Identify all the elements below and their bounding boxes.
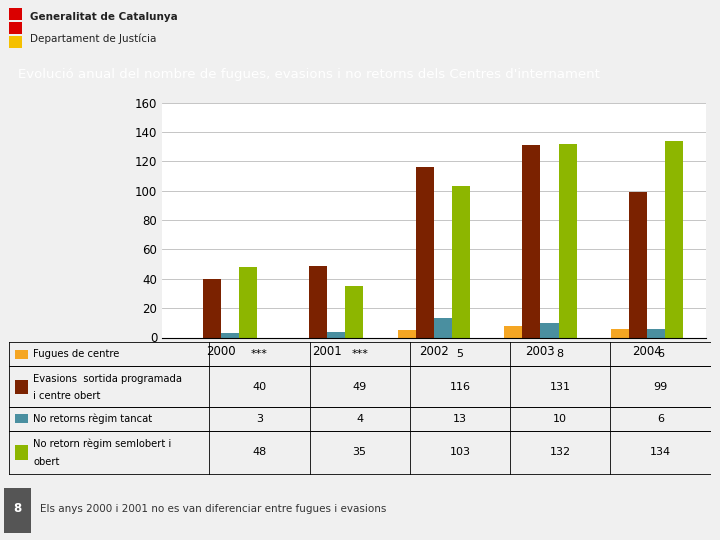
Bar bbox=[629, 192, 647, 338]
Bar bbox=[415, 167, 434, 338]
Bar bbox=[9, 36, 22, 48]
Bar bbox=[15, 350, 27, 359]
Text: 49: 49 bbox=[353, 382, 366, 392]
Bar bbox=[541, 323, 559, 338]
Text: Departament de Justícia: Departament de Justícia bbox=[30, 33, 157, 44]
Text: 6: 6 bbox=[657, 349, 664, 360]
Text: 48: 48 bbox=[252, 447, 266, 457]
Bar bbox=[220, 333, 239, 338]
Text: ***: *** bbox=[251, 349, 268, 360]
Text: 131: 131 bbox=[549, 382, 571, 392]
Text: Els anys 2000 i 2001 no es van diferenciar entre fugues i evasions: Els anys 2000 i 2001 no es van diferenci… bbox=[40, 504, 386, 514]
Bar bbox=[665, 141, 683, 338]
Text: 8: 8 bbox=[13, 502, 22, 516]
Bar bbox=[15, 444, 27, 460]
Text: 8: 8 bbox=[557, 349, 564, 360]
Text: 103: 103 bbox=[449, 447, 470, 457]
Bar bbox=[522, 145, 541, 338]
Text: obert: obert bbox=[33, 456, 60, 467]
Text: Evasions  sortida programada: Evasions sortida programada bbox=[33, 374, 182, 383]
Bar bbox=[9, 8, 22, 21]
Bar bbox=[434, 319, 452, 338]
Text: 5: 5 bbox=[456, 349, 464, 360]
Text: Generalitat de Catalunya: Generalitat de Catalunya bbox=[30, 11, 178, 22]
Text: Fugues de centre: Fugues de centre bbox=[33, 349, 120, 360]
Bar bbox=[309, 266, 327, 338]
Text: 35: 35 bbox=[353, 447, 366, 457]
Text: 4: 4 bbox=[356, 414, 363, 424]
Text: 132: 132 bbox=[549, 447, 571, 457]
Bar bbox=[611, 329, 629, 338]
Text: i centre obert: i centre obert bbox=[33, 391, 101, 401]
Bar bbox=[559, 144, 577, 338]
Text: 10: 10 bbox=[553, 414, 567, 424]
Text: ***: *** bbox=[351, 349, 368, 360]
Text: 40: 40 bbox=[252, 382, 266, 392]
Text: No retorn règim semlobert i: No retorn règim semlobert i bbox=[33, 439, 171, 449]
Text: No retorns règim tancat: No retorns règim tancat bbox=[33, 414, 153, 424]
Bar bbox=[397, 330, 415, 338]
Bar bbox=[346, 286, 364, 338]
Text: 99: 99 bbox=[653, 382, 667, 392]
Bar bbox=[15, 380, 27, 394]
Bar bbox=[9, 22, 22, 34]
Bar bbox=[202, 279, 220, 338]
Text: 6: 6 bbox=[657, 414, 664, 424]
Text: 13: 13 bbox=[453, 414, 467, 424]
Bar bbox=[327, 332, 346, 338]
Bar bbox=[4, 488, 31, 532]
Text: Evolució anual del nombre de fugues, evasions i no retorns dels Centres d'intern: Evolució anual del nombre de fugues, eva… bbox=[18, 68, 600, 81]
Text: 134: 134 bbox=[650, 447, 671, 457]
Bar bbox=[647, 329, 665, 338]
Bar bbox=[15, 415, 27, 423]
Text: 3: 3 bbox=[256, 414, 263, 424]
Bar bbox=[504, 326, 522, 338]
Bar bbox=[452, 186, 470, 338]
Bar bbox=[239, 267, 257, 338]
Text: 116: 116 bbox=[449, 382, 470, 392]
